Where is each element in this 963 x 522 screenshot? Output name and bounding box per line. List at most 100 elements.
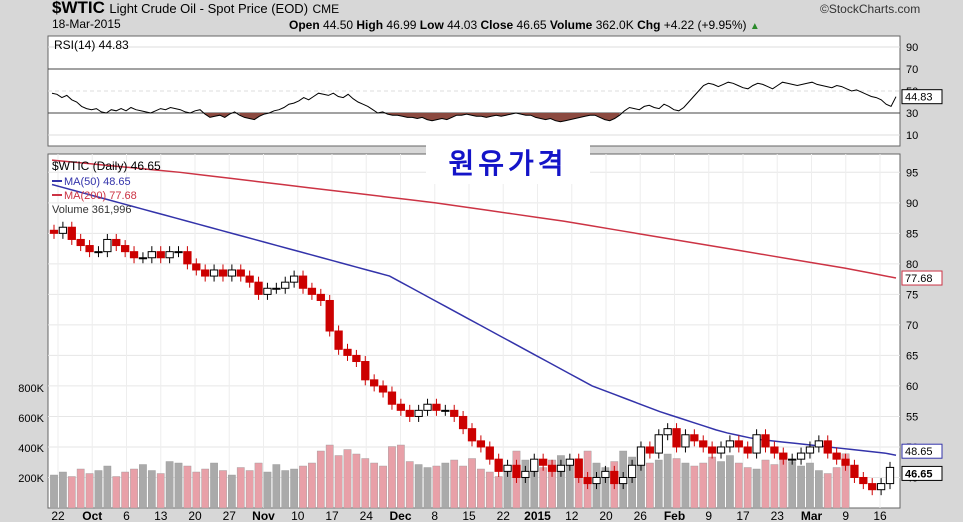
rsi-line bbox=[51, 81, 897, 123]
price-value-label: 48.65 bbox=[905, 446, 933, 458]
stockcharts-brand[interactable]: ©StockCharts.com bbox=[820, 2, 921, 16]
candle-body bbox=[654, 434, 663, 454]
price-y-tick-label: 65 bbox=[906, 350, 918, 362]
price-legend: $WTIC (Daily) 46.65 bbox=[52, 159, 161, 173]
volume-bar bbox=[59, 471, 67, 509]
low-value: 44.03 bbox=[447, 18, 478, 32]
candle-body bbox=[227, 269, 237, 277]
candle-body bbox=[850, 464, 859, 478]
candle-body bbox=[690, 434, 699, 442]
volume-bar bbox=[219, 470, 227, 509]
x-tick-label: 20 bbox=[599, 509, 613, 522]
x-tick-label: 26 bbox=[634, 509, 648, 522]
volume-bar bbox=[432, 465, 441, 509]
chart-header: $WTIC Light Crude Oil - Spot Price (EOD)… bbox=[52, 0, 339, 18]
volume-bar bbox=[485, 471, 494, 509]
candle-body bbox=[432, 403, 441, 411]
volume-legend: Volume 361,996 bbox=[52, 204, 132, 216]
x-tick-label: 24 bbox=[360, 509, 374, 522]
x-tick-label: 12 bbox=[565, 509, 579, 522]
candle-body bbox=[503, 464, 512, 472]
candle-body bbox=[378, 385, 388, 393]
low-label: Low bbox=[419, 18, 444, 32]
candle-body bbox=[832, 452, 841, 460]
up-arrow-icon: ▲ bbox=[749, 21, 760, 32]
candle-body bbox=[361, 361, 370, 381]
volume-bar bbox=[743, 467, 752, 509]
candle-body bbox=[396, 403, 406, 411]
volume-bar bbox=[85, 473, 94, 509]
x-tick-label: 22 bbox=[497, 509, 511, 522]
x-tick-label: 15 bbox=[462, 509, 476, 522]
volume-value: 362.0K bbox=[595, 18, 634, 32]
candle-body bbox=[67, 226, 76, 240]
volume-bar bbox=[334, 455, 343, 509]
x-tick-label: Oct bbox=[82, 509, 102, 522]
candle-body bbox=[547, 464, 557, 472]
candle-body bbox=[112, 238, 121, 247]
volume-bar bbox=[67, 476, 76, 509]
volume-y-tick-label: 400K bbox=[18, 443, 44, 455]
volume-bar bbox=[299, 465, 307, 509]
volume-bar bbox=[263, 471, 272, 509]
candle-body bbox=[343, 348, 352, 356]
volume-bar bbox=[165, 461, 174, 509]
candle-body bbox=[814, 440, 824, 448]
candle-body bbox=[530, 458, 539, 472]
volume-bar bbox=[539, 467, 547, 509]
volume-bar bbox=[103, 465, 112, 509]
candle-body bbox=[174, 251, 183, 254]
x-tick-label: Nov bbox=[252, 509, 275, 522]
candle-body bbox=[716, 446, 726, 454]
volume-bar bbox=[281, 470, 290, 509]
ticker-description: Light Crude Oil - Spot Price (EOD) bbox=[109, 1, 309, 16]
candle-body bbox=[681, 434, 690, 448]
price-y-tick-label: 55 bbox=[906, 411, 918, 423]
volume-y-tick-label: 200K bbox=[18, 473, 44, 485]
volume-bar bbox=[797, 465, 805, 509]
volume-bar bbox=[112, 476, 121, 509]
candle-body bbox=[512, 464, 521, 478]
candle-body bbox=[752, 434, 761, 454]
volume-bar bbox=[245, 470, 254, 509]
volume-bar bbox=[397, 444, 405, 509]
volume-bar bbox=[468, 458, 476, 509]
rsi-value-label: 44.83 bbox=[905, 92, 933, 104]
candle-body bbox=[352, 354, 361, 363]
candle-body bbox=[272, 287, 281, 290]
volume-bar bbox=[361, 458, 370, 509]
volume-bar bbox=[788, 461, 797, 509]
volume-bar bbox=[308, 462, 316, 509]
ohlc-stats: Open 44.50 High 46.99 Low 44.03 Close 46… bbox=[289, 18, 760, 32]
rsi-y-tick-label: 10 bbox=[906, 130, 918, 142]
volume-bar bbox=[832, 467, 841, 509]
candle-body bbox=[387, 391, 397, 405]
volume-bar bbox=[156, 473, 165, 509]
candle-body bbox=[201, 269, 210, 277]
candle-body bbox=[663, 428, 672, 436]
candle-body bbox=[770, 446, 779, 454]
x-tick-label: 23 bbox=[771, 509, 785, 522]
candle-body bbox=[734, 440, 743, 448]
volume-bar bbox=[494, 476, 503, 509]
volume-bar bbox=[201, 468, 210, 509]
volume-bar bbox=[770, 464, 779, 509]
candle-body bbox=[761, 434, 770, 448]
candle-body bbox=[467, 428, 477, 442]
candle-body bbox=[441, 409, 450, 412]
candle-body bbox=[325, 299, 334, 332]
candle-body bbox=[521, 470, 530, 478]
candle-body bbox=[58, 226, 68, 234]
x-tick-label: 2015 bbox=[524, 509, 551, 522]
volume-bar bbox=[228, 474, 236, 509]
candle-body bbox=[885, 466, 895, 485]
volume-bar bbox=[414, 464, 423, 509]
ma200-line bbox=[51, 159, 897, 279]
candle-body bbox=[85, 245, 94, 253]
volume-bar bbox=[815, 470, 823, 509]
candle-body bbox=[494, 458, 503, 472]
x-tick-label: Feb bbox=[664, 509, 685, 522]
candle-body bbox=[263, 287, 272, 295]
price-value-box bbox=[901, 270, 943, 286]
